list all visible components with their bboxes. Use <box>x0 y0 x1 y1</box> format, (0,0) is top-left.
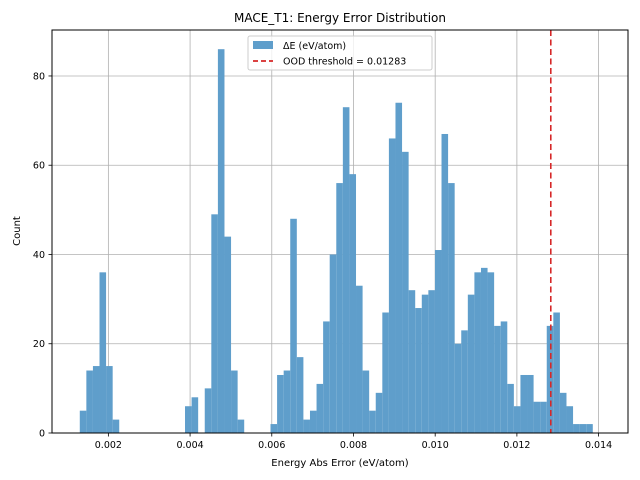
histogram-bar <box>434 250 442 433</box>
y-tick-label: 80 <box>33 71 45 82</box>
y-tick-label: 0 <box>39 429 45 440</box>
histogram-bar <box>395 102 403 433</box>
x-tick-label: 0.010 <box>422 440 449 451</box>
histogram-bar <box>106 366 113 433</box>
legend-box <box>247 35 433 71</box>
histogram-bar <box>494 325 501 433</box>
histogram-bar <box>92 366 100 433</box>
histogram-bars <box>79 49 593 434</box>
histogram-bar <box>415 308 422 433</box>
histogram-bar <box>323 321 330 433</box>
y-tick-label: 60 <box>33 161 45 172</box>
x-tick-label: 0.014 <box>585 440 612 451</box>
histogram-bar <box>329 254 337 433</box>
histogram-bar <box>112 419 120 433</box>
histogram-bar <box>296 357 304 433</box>
legend: ΔE (eV/atom) OOD threshold = 0.01283 <box>247 35 433 71</box>
x-axis-ticks: 0.002 0.004 0.006 0.008 0.010 0.012 0.014 <box>95 433 612 451</box>
histogram-bar <box>520 374 528 433</box>
histogram-bar <box>86 370 93 433</box>
histogram-bar <box>204 388 212 433</box>
legend-histogram-swatch <box>253 41 273 49</box>
x-axis-label: Energy Abs Error (eV/atom) <box>271 458 408 469</box>
x-tick-label: 0.008 <box>340 440 367 451</box>
histogram-bar <box>487 272 495 433</box>
histogram-bar <box>369 410 376 433</box>
y-tick-label: 40 <box>33 250 45 261</box>
histogram-bar <box>303 419 310 433</box>
x-tick-label: 0.002 <box>95 440 122 451</box>
histogram-bar <box>533 401 541 433</box>
histogram-bar <box>546 325 554 433</box>
legend-threshold-label: OOD threshold = 0.01283 <box>283 57 406 68</box>
histogram-bar <box>474 272 481 433</box>
histogram-bar <box>428 290 435 433</box>
histogram-bar <box>237 419 245 433</box>
y-axis-label: Count <box>12 216 23 246</box>
histogram-bar <box>270 424 278 433</box>
histogram-bar <box>500 321 508 433</box>
histogram-bar <box>336 183 343 433</box>
histogram-bar <box>231 370 238 433</box>
plot-frame <box>51 29 629 434</box>
histogram-bar <box>448 183 455 433</box>
histogram-bar <box>402 151 409 433</box>
histogram-bar <box>527 374 534 433</box>
histogram-bar <box>559 392 567 433</box>
histogram-bar <box>316 383 324 433</box>
histogram-bar <box>217 49 225 433</box>
histogram-bar <box>290 218 297 433</box>
histogram-bar <box>454 343 462 433</box>
histogram-bar <box>566 406 574 433</box>
histogram-bar <box>507 383 514 433</box>
histogram-bar <box>579 424 587 433</box>
histogram-bar <box>283 370 291 433</box>
histogram-bar <box>408 290 416 433</box>
x-tick-label: 0.006 <box>258 440 285 451</box>
histogram-bar <box>540 401 547 433</box>
x-tick-label: 0.012 <box>503 440 530 451</box>
histogram-bar <box>388 138 396 434</box>
histogram-bar <box>461 330 468 433</box>
histogram-bar <box>99 272 107 433</box>
histogram-bar <box>441 133 449 434</box>
histogram-bar <box>224 236 232 433</box>
histogram-bar <box>573 424 580 433</box>
histogram-bar <box>375 392 383 433</box>
histogram-bar <box>277 374 284 433</box>
histogram-bar <box>185 406 192 433</box>
histogram-bar <box>586 424 593 433</box>
histogram-bar <box>191 397 199 433</box>
chart-title: MACE_T1: Energy Error Distribution <box>234 11 446 25</box>
y-axis-ticks: 0 20 40 60 80 <box>33 71 52 440</box>
histogram-bar <box>211 214 218 433</box>
histogram-bar <box>79 410 87 433</box>
histogram-bar <box>349 174 357 433</box>
histogram-bar <box>467 294 475 433</box>
histogram-bar <box>421 294 429 433</box>
histogram-bar <box>309 410 317 433</box>
histogram-bar <box>480 267 488 433</box>
legend-histogram-label: ΔE (eV/atom) <box>283 41 346 52</box>
histogram-bar <box>382 312 389 433</box>
histogram-bar <box>553 312 560 433</box>
histogram-bar <box>513 406 521 433</box>
histogram-bar <box>356 285 363 433</box>
x-tick-label: 0.004 <box>176 440 203 451</box>
histogram-bar <box>362 370 370 433</box>
histogram-bar <box>342 107 350 434</box>
y-tick-label: 20 <box>33 339 45 350</box>
